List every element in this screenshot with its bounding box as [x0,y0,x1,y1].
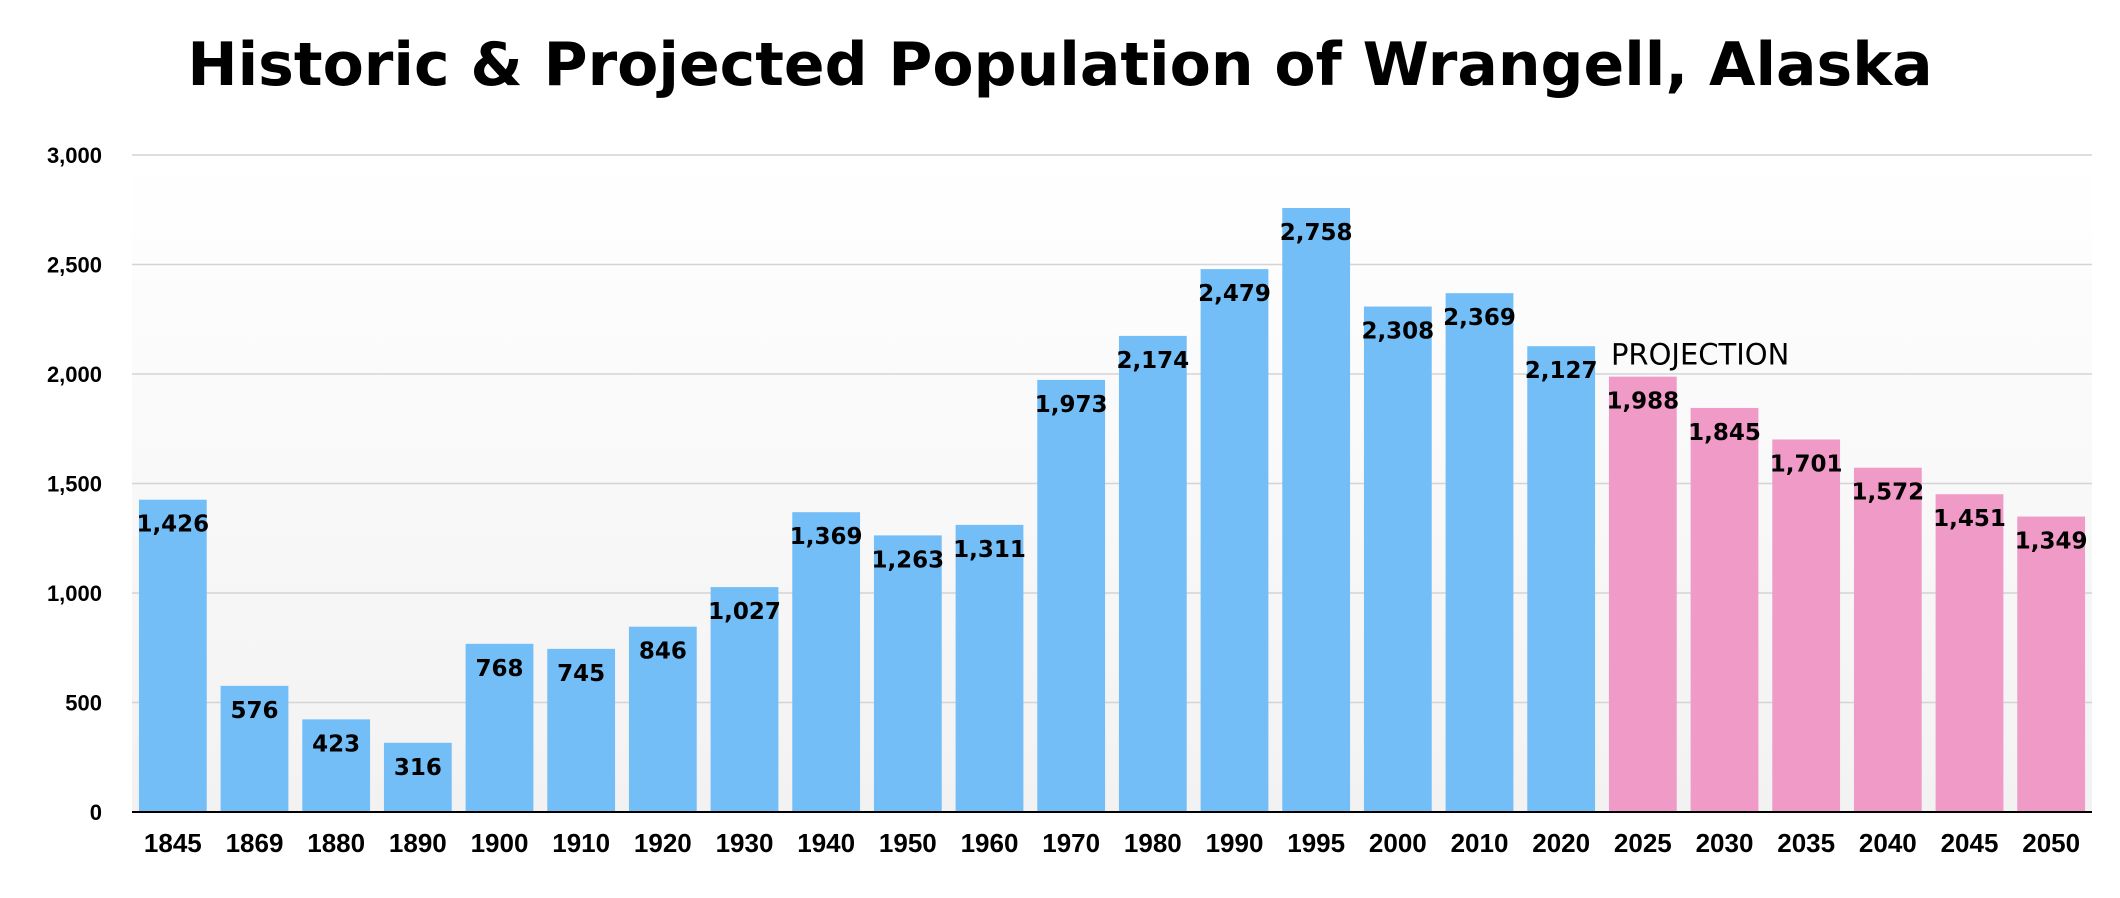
bar-value-label: 1,426 [136,512,209,538]
projection-annotation: PROJECTION [1611,338,1789,372]
x-tick-label: 2050 [2022,828,2080,858]
bar-value-label: 1,451 [1933,506,2006,532]
x-tick-label: 2000 [1369,828,1427,858]
historic-bar [1118,335,1187,812]
bar-value-label: 316 [394,755,442,781]
bar-value-label: 1,701 [1770,451,1843,477]
x-tick-label: 1980 [1124,828,1182,858]
bar-value-label: 1,311 [953,537,1026,563]
historic-bar [628,626,697,812]
bar-value-label: 2,308 [1361,319,1434,345]
bar-value-label: 2,369 [1443,305,1516,331]
y-tick-label: 3,000 [47,143,102,168]
x-tick-label: 2010 [1451,828,1509,858]
bar-value-label: 1,973 [1035,392,1108,418]
x-tick-label: 2035 [1777,828,1835,858]
x-tick-label: 1970 [1042,828,1100,858]
bar-value-label: 576 [230,698,278,724]
historic-bar [302,719,371,812]
x-tick-label: 1995 [1287,828,1345,858]
bar-value-label: 2,758 [1280,220,1353,246]
x-tick-label: 1910 [552,828,610,858]
bar-value-label: 2,479 [1198,281,1271,307]
x-tick-label: 1920 [634,828,692,858]
historic-bar [1037,379,1106,812]
projection-bar [1690,407,1759,812]
historic-bar [1527,346,1596,812]
x-tick-label: 1950 [879,828,937,858]
historic-bar [710,587,779,812]
historic-bar [1282,207,1351,813]
bar-value-label: 1,572 [1851,480,1924,506]
x-tick-label: 2045 [1941,828,1999,858]
projection-bar [1935,494,2004,812]
y-tick-label: 0 [90,800,102,825]
x-tick-label: 1990 [1206,828,1264,858]
bar-value-label: 1,263 [871,547,944,573]
bar-value-label: 1,027 [708,599,781,625]
y-tick-label: 2,500 [47,253,102,278]
historic-bar [1445,293,1514,813]
x-tick-label: 1890 [389,828,447,858]
y-tick-label: 1,500 [47,472,102,497]
x-tick-label: 1900 [471,828,529,858]
x-tick-label: 2040 [1859,828,1917,858]
bar-value-label: 423 [312,731,360,757]
y-tick-label: 1,000 [47,581,102,606]
y-tick-label: 500 [65,691,102,716]
historic-bar [220,685,289,812]
x-tick-label: 2025 [1614,828,1672,858]
x-tick-label: 1869 [226,828,284,858]
x-tick-label: 1940 [797,828,855,858]
historic-bar [1200,269,1269,812]
bar-value-label: 745 [557,661,605,687]
historic-bar [873,535,942,812]
y-tick-label: 2,000 [47,362,102,387]
x-tick-label: 2030 [1696,828,1754,858]
bar-value-label: 2,174 [1116,348,1189,374]
bar-value-label: 1,988 [1606,389,1679,415]
bar-value-label: 2,127 [1525,358,1598,384]
x-tick-label: 1930 [716,828,774,858]
projection-bar [1853,467,1922,812]
projection-bar [1772,439,1841,812]
projection-bar [2017,516,2086,812]
x-tick-label: 1880 [307,828,365,858]
historic-bar [1363,306,1432,812]
bar-value-label: 1,349 [2015,529,2088,555]
historic-bar [383,742,452,812]
chart-title: Historic & Projected Population of Wrang… [187,30,1933,100]
x-tick-label: 2020 [1532,828,1590,858]
bar-value-label: 768 [475,656,523,682]
historic-bar [955,524,1024,812]
historic-bar [547,648,616,812]
bar-value-label: 1,845 [1688,420,1761,446]
projection-bar [1608,376,1677,812]
x-tick-label: 1960 [961,828,1019,858]
historic-bar [792,512,861,812]
historic-bar [465,643,534,812]
bar-value-label: 1,369 [790,524,863,550]
historic-bar [138,499,207,812]
x-tick-label: 1845 [144,828,202,858]
bar-value-label: 846 [639,639,687,665]
